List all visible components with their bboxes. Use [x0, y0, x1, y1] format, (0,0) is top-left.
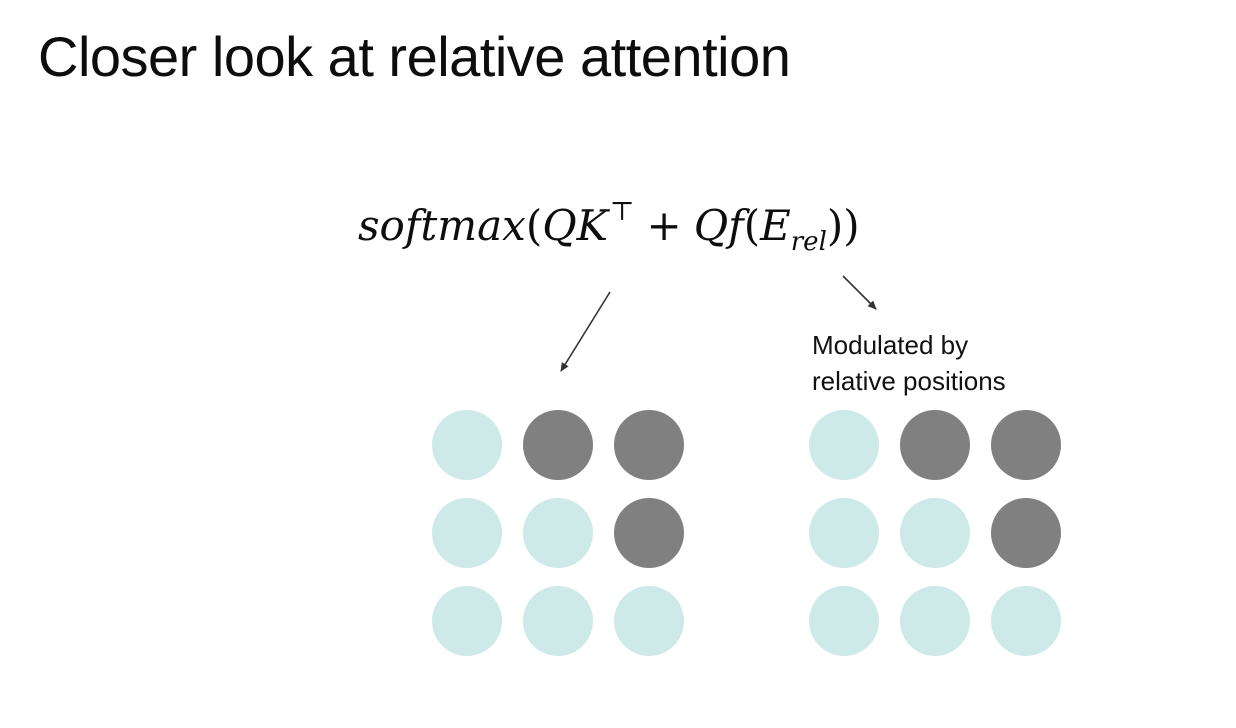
- formula-open-paren: (: [525, 201, 543, 250]
- slide-title: Closer look at relative attention: [38, 25, 791, 88]
- formula-q2: Q: [693, 201, 729, 250]
- dark-dot-r1-c3: [614, 410, 684, 480]
- dark-dot-r1-c2: [523, 410, 593, 480]
- light-dot-r2-c2: [523, 498, 593, 568]
- light-dot-r3-c2: [900, 586, 970, 656]
- relative-positions-annotation: Modulated by relative positions: [812, 327, 1006, 399]
- formula-k: K: [576, 201, 609, 250]
- attention-formula: softmax(QK⊤ + Qf(Erel)): [358, 196, 860, 262]
- formula-open-paren-2: (: [743, 201, 761, 250]
- annotation-line-2: relative positions: [812, 366, 1006, 396]
- light-dot-r2-c1: [809, 498, 879, 568]
- light-dot-r1-c1: [432, 410, 502, 480]
- dark-dot-r2-c3: [991, 498, 1061, 568]
- formula-q1: Q: [542, 201, 577, 250]
- formula-e: E: [760, 201, 791, 250]
- dark-dot-r1-c2: [900, 410, 970, 480]
- formula-transpose: ⊤: [610, 197, 635, 227]
- light-dot-r3-c3: [614, 586, 684, 656]
- relative-attention-grid: [809, 410, 1069, 670]
- light-dot-r3-c2: [523, 586, 593, 656]
- formula-plus: +: [646, 201, 682, 250]
- light-dot-r1-c1: [809, 410, 879, 480]
- light-dot-r2-c2: [900, 498, 970, 568]
- light-dot-r3-c1: [809, 586, 879, 656]
- formula-f: f: [728, 201, 744, 250]
- light-dot-r3-c1: [432, 586, 502, 656]
- light-dot-r3-c3: [991, 586, 1061, 656]
- dark-dot-r1-c3: [991, 410, 1061, 480]
- formula-close-parens: )): [826, 201, 860, 250]
- annotation-line-1: Modulated by: [812, 330, 969, 360]
- arrow-to-content-grid: [560, 291, 611, 372]
- formula-softmax: softmax: [358, 201, 526, 250]
- light-dot-r2-c1: [432, 498, 502, 568]
- formula-subscript-rel: rel: [790, 227, 827, 257]
- arrow-to-relative-grid: [842, 275, 877, 310]
- content-attention-grid: [432, 410, 692, 670]
- dark-dot-r2-c3: [614, 498, 684, 568]
